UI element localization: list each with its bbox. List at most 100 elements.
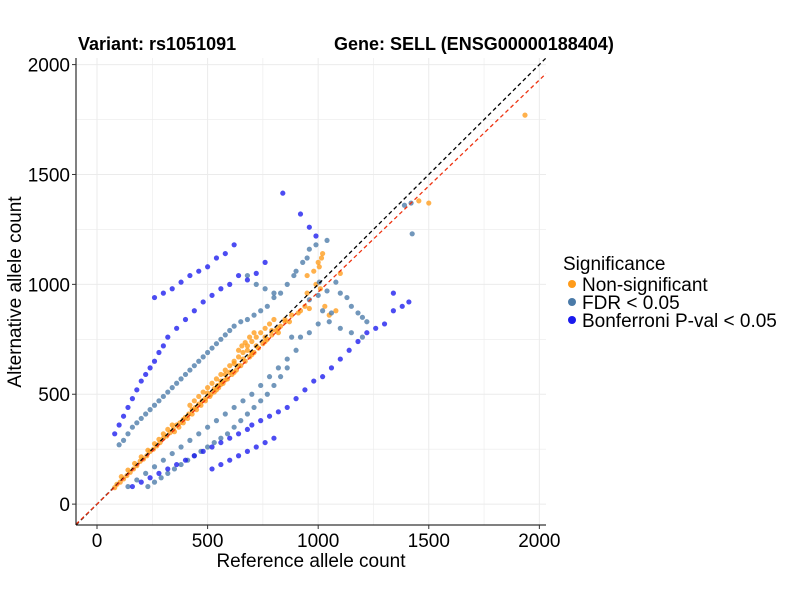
data-point — [315, 292, 321, 298]
data-point — [213, 418, 220, 424]
data-point — [178, 279, 184, 285]
series-fdr — [116, 200, 415, 490]
data-point — [211, 439, 217, 446]
data-point — [284, 356, 290, 362]
data-point — [125, 483, 131, 490]
data-point — [328, 310, 335, 316]
data-point — [205, 264, 211, 270]
data-point — [174, 325, 180, 331]
data-point — [191, 453, 197, 459]
data-point — [187, 272, 193, 279]
data-point — [224, 431, 231, 437]
data-point — [244, 277, 251, 283]
data-point — [251, 312, 257, 318]
data-point — [249, 391, 255, 397]
data-point — [269, 332, 275, 338]
data-point — [227, 281, 233, 287]
data-point — [359, 314, 366, 320]
data-point — [306, 224, 312, 230]
data-point — [253, 334, 259, 340]
data-point — [205, 349, 211, 356]
data-point — [156, 470, 162, 476]
data-point — [390, 308, 396, 314]
data-point — [333, 279, 339, 285]
x-tick-label: 1000 — [297, 531, 339, 552]
data-point — [304, 255, 310, 261]
data-point — [187, 437, 193, 443]
data-point — [112, 431, 118, 437]
data-point — [249, 338, 255, 345]
data-point — [348, 303, 354, 309]
data-point — [522, 112, 528, 118]
data-point — [264, 303, 270, 309]
data-point — [247, 334, 253, 340]
data-point — [120, 413, 127, 419]
data-point — [373, 325, 379, 331]
data-point — [271, 316, 277, 323]
data-point — [169, 422, 175, 428]
x-tick-label: 500 — [192, 531, 224, 552]
data-point — [156, 349, 162, 356]
data-point — [282, 319, 288, 325]
data-point — [196, 431, 202, 437]
data-point — [416, 198, 422, 204]
data-point — [209, 466, 215, 472]
data-point — [205, 444, 211, 450]
data-point — [253, 281, 259, 287]
data-point — [213, 255, 220, 261]
data-point — [235, 453, 242, 459]
data-point — [344, 294, 350, 301]
data-point — [320, 374, 326, 380]
data-point — [218, 371, 224, 378]
legend-label: Bonferroni P-val < 0.05 — [582, 311, 777, 332]
data-point — [191, 363, 197, 369]
data-point — [251, 404, 257, 411]
reference-lines — [76, 58, 546, 525]
data-point — [306, 246, 312, 252]
data-point — [143, 470, 149, 476]
data-point — [200, 354, 206, 360]
data-point — [262, 286, 268, 292]
data-point — [293, 396, 299, 402]
data-point — [253, 444, 259, 450]
data-point — [200, 299, 206, 305]
data-point — [320, 308, 326, 314]
data-point — [295, 310, 301, 316]
data-point — [151, 464, 158, 470]
data-point — [134, 387, 140, 393]
y-axis-title: Alternative allele count — [5, 196, 26, 388]
data-point — [240, 398, 246, 404]
data-point — [238, 319, 244, 325]
data-point — [147, 407, 153, 413]
data-point — [218, 381, 224, 387]
data-point — [262, 325, 268, 331]
data-point — [264, 391, 270, 397]
data-point — [196, 393, 202, 400]
data-point — [302, 303, 308, 309]
data-point — [189, 411, 195, 417]
data-point — [213, 376, 220, 382]
data-point — [182, 457, 189, 463]
data-point — [178, 376, 184, 382]
data-point — [355, 338, 361, 345]
x-tick-label: 0 — [92, 531, 103, 552]
data-point — [258, 418, 264, 424]
data-point — [293, 268, 299, 274]
data-point — [145, 447, 151, 453]
data-point — [185, 415, 191, 422]
legend-title: Significance — [563, 254, 665, 275]
data-point — [253, 270, 259, 276]
data-point — [191, 398, 197, 404]
data-point — [151, 358, 158, 364]
data-point — [218, 336, 224, 342]
data-point — [306, 330, 312, 336]
data-point — [213, 341, 220, 347]
data-point — [218, 461, 224, 468]
data-point — [249, 422, 255, 428]
data-point — [209, 444, 215, 450]
data-point — [151, 479, 158, 485]
data-point — [337, 325, 343, 331]
data-point — [328, 365, 335, 371]
data-point — [231, 404, 237, 411]
data-point — [145, 483, 151, 490]
